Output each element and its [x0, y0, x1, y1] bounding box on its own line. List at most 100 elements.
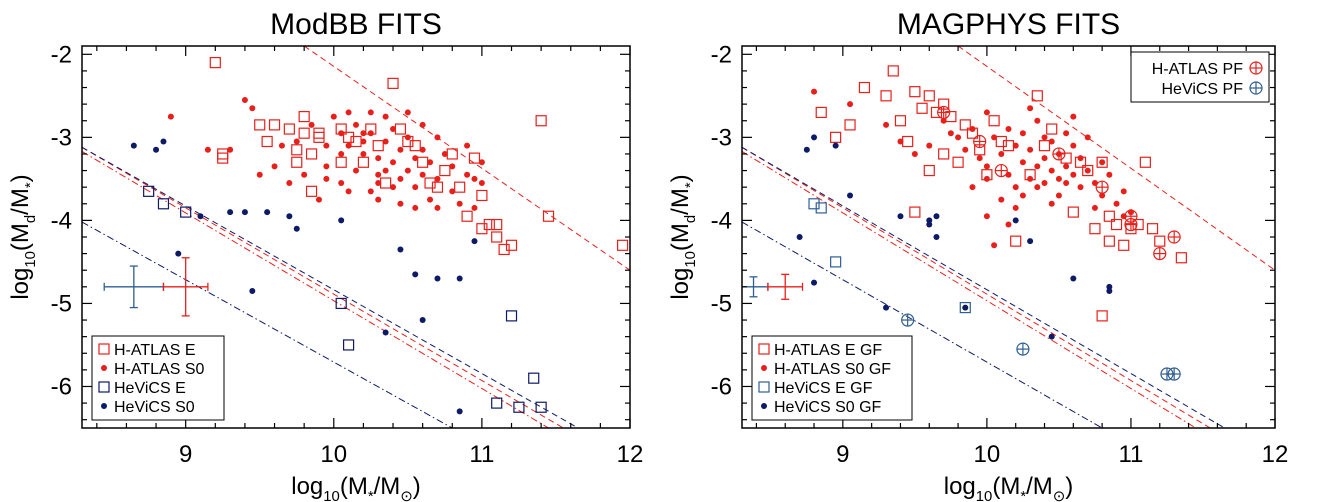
data-point — [616, 239, 629, 251]
data-point — [498, 243, 510, 256]
data-point — [390, 184, 397, 191]
reference-line-2 — [82, 146, 564, 428]
dot-marker — [811, 279, 818, 286]
data-point — [412, 155, 419, 162]
data-point — [456, 200, 463, 207]
data-point — [491, 218, 503, 231]
square-marker — [887, 65, 899, 77]
square-marker — [283, 123, 295, 135]
data-point — [1120, 188, 1127, 195]
dot-marker — [998, 150, 1005, 157]
dot-marker — [434, 204, 441, 211]
dot-marker — [947, 130, 954, 137]
dot-marker — [1012, 142, 1019, 149]
data-point — [1063, 163, 1070, 170]
legend-marker — [761, 365, 767, 371]
data-point — [375, 196, 382, 203]
data-point — [271, 163, 278, 170]
data-point — [264, 209, 271, 216]
data-point — [338, 130, 345, 137]
data-point — [1099, 159, 1106, 166]
data-point — [456, 275, 463, 282]
data-point — [197, 213, 204, 220]
square-marker — [454, 181, 466, 193]
dot-marker — [249, 105, 256, 112]
data-point — [268, 119, 281, 131]
data-point — [291, 156, 303, 168]
data-point — [439, 164, 451, 177]
dot-marker — [353, 121, 359, 128]
data-point — [404, 134, 411, 141]
data-point — [952, 156, 964, 168]
data-point — [345, 109, 352, 116]
legend-item: HeViCS PF — [1161, 81, 1263, 98]
legend-label: HeViCS E — [114, 380, 186, 397]
dot-marker — [338, 130, 345, 137]
data-point — [441, 150, 448, 157]
data-point — [1055, 192, 1062, 199]
dot-marker — [367, 109, 374, 116]
data-point — [382, 138, 389, 145]
data-point — [911, 150, 918, 157]
square-marker — [476, 223, 488, 235]
data-point — [1041, 155, 1048, 162]
square-marker — [923, 90, 935, 102]
square-marker — [1067, 206, 1079, 218]
dot-marker — [323, 142, 330, 149]
legend-marker — [98, 343, 110, 355]
dot-marker — [983, 175, 990, 182]
dot-marker — [1027, 238, 1034, 245]
reference-line-3 — [742, 146, 1225, 428]
reference-line-4 — [82, 151, 549, 428]
dot-marker — [360, 138, 367, 145]
series-h-atlas-e-gf — [815, 65, 1187, 322]
data-point — [167, 113, 174, 120]
square-marker — [468, 152, 481, 164]
data-point — [1095, 180, 1109, 194]
data-point — [464, 171, 471, 178]
data-point — [947, 130, 954, 137]
data-point — [180, 206, 192, 218]
legend-marker — [1249, 81, 1263, 95]
square-marker — [491, 218, 503, 231]
data-point — [940, 117, 947, 124]
data-point — [832, 142, 839, 149]
data-point — [1031, 90, 1043, 102]
data-point — [1034, 184, 1041, 191]
chart-panel-2: MAGPHYS FITS 9 10 11 12 -6 -5 -4 -3 -2 log10(M*/M⊙… — [667, 8, 1288, 502]
data-point — [998, 150, 1005, 157]
data-point — [476, 189, 488, 202]
dot-marker — [1019, 130, 1026, 137]
data-point — [390, 126, 397, 133]
square-marker — [1154, 235, 1166, 247]
square-marker — [313, 127, 325, 139]
data-point — [286, 180, 293, 187]
data-point — [535, 401, 547, 413]
dot-marker — [1012, 217, 1019, 224]
dot-marker — [1070, 171, 1077, 178]
dot-marker — [271, 163, 278, 170]
data-point — [847, 101, 854, 108]
data-point — [1106, 287, 1113, 294]
data-point — [926, 217, 933, 224]
dot-marker — [1070, 113, 1077, 120]
series-hevics-e — [143, 185, 547, 413]
x-tick-label: 9 — [836, 441, 849, 468]
dot-marker — [1120, 188, 1127, 195]
data-point — [412, 204, 419, 211]
dot-marker — [204, 146, 211, 153]
x-tick-label: 12 — [617, 441, 644, 468]
data-point — [380, 177, 392, 189]
dot-marker — [419, 146, 426, 153]
dot-marker — [926, 217, 933, 224]
dot-marker — [1019, 192, 1026, 199]
data-point — [227, 209, 234, 216]
legend-marker — [761, 403, 767, 409]
legend-label: H-ATLAS S0 GF — [774, 361, 891, 378]
dot-marker — [1012, 184, 1019, 191]
data-point — [1175, 252, 1187, 264]
dot-marker — [911, 150, 918, 157]
dot-marker — [241, 96, 248, 103]
dot-marker — [175, 250, 182, 257]
dot-marker — [397, 200, 404, 207]
